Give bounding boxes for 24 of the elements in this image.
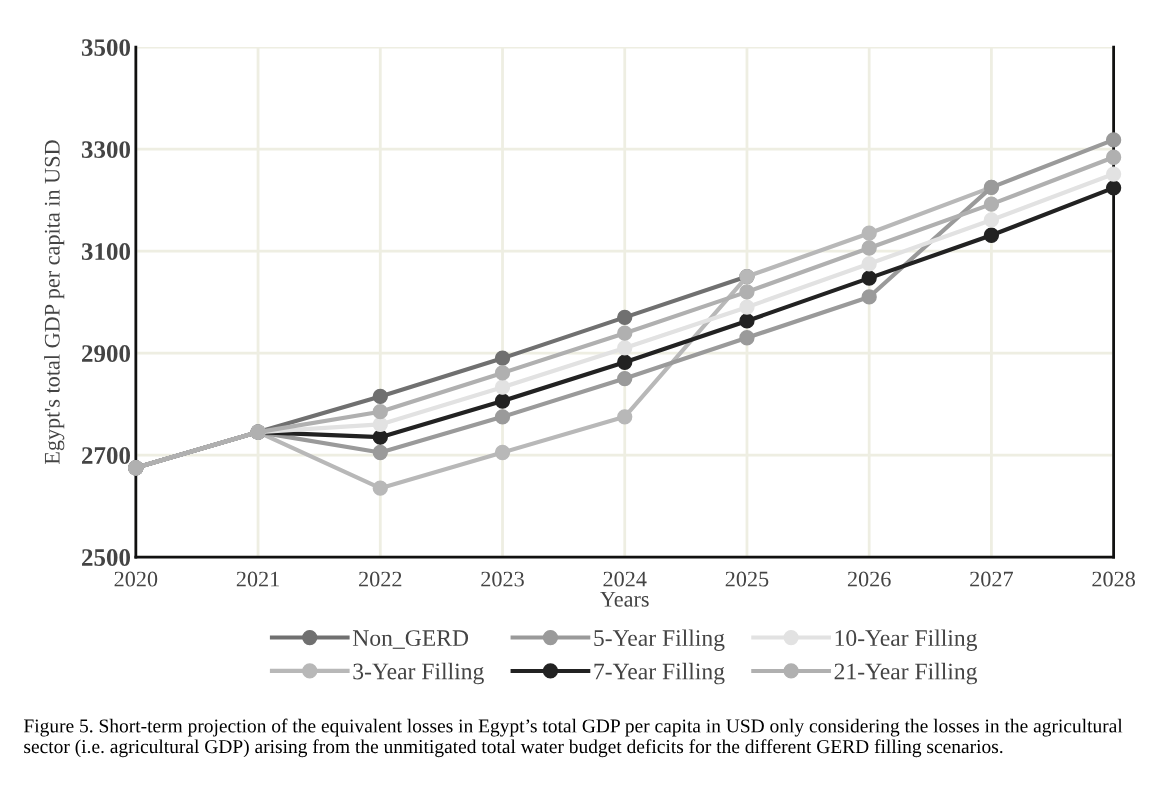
y-tick-label: 3100 bbox=[81, 243, 131, 260]
x-tick-label: 2026 bbox=[847, 571, 891, 587]
x-tick-label: 2021 bbox=[236, 571, 279, 587]
caption: Figure 5. Short-term projection of the equivalent losses in Egypt’s total GDP per capita in USD only considering the losses in the agricultural sector (i.e. agricultural GDP) arising from the unmitigated total water budget deficits for the different GERD filling scenarios. bbox=[23, 718, 1123, 758]
legend-label: 10-Year Filling bbox=[835, 629, 978, 651]
y-tick-label: 2900 bbox=[82, 345, 131, 362]
legend-label: 7-Year Filling bbox=[594, 662, 725, 685]
x-tick-label: 2027 bbox=[970, 571, 1013, 587]
x-tick-label: 2028 bbox=[1092, 571, 1135, 587]
x-tick-label: 2022 bbox=[359, 571, 402, 587]
legend-label: 3-Year Filling bbox=[353, 662, 484, 685]
y-tick-label: 3300 bbox=[81, 141, 131, 158]
x-axis-title: Years bbox=[600, 591, 649, 607]
legend-label: 21-Year Filling bbox=[834, 662, 978, 685]
y-tick-label: 2700 bbox=[82, 447, 131, 464]
x-tick-label: 2024 bbox=[603, 571, 647, 587]
x-tick-label: 2025 bbox=[725, 571, 769, 587]
y-tick-label: 2500 bbox=[82, 549, 131, 566]
x-tick-label: 2020 bbox=[114, 571, 158, 587]
y-tick-label: 3500 bbox=[81, 39, 131, 57]
legend-label: Non_GERD bbox=[352, 630, 469, 649]
y-axis-title: Egypt's total GDP per capita in USD bbox=[44, 140, 65, 465]
legend-label: 5-Year Filling bbox=[594, 629, 725, 651]
x-tick-label: 2023 bbox=[481, 571, 524, 587]
